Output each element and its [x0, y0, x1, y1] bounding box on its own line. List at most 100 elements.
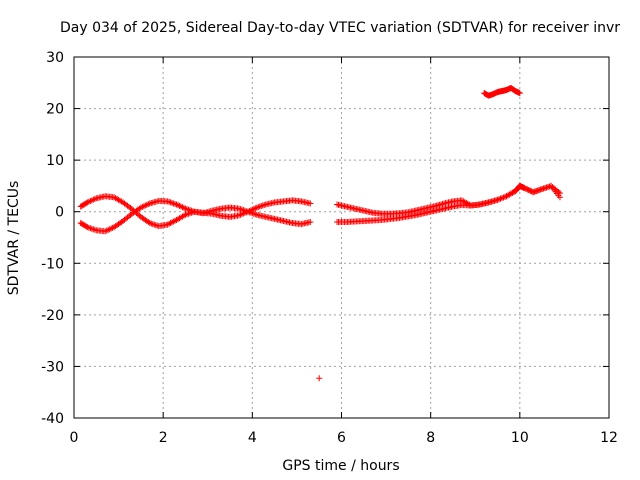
track-b-point [176, 202, 183, 209]
track-b-point [182, 205, 189, 212]
track-b-point [235, 205, 242, 212]
track-b-point [90, 226, 97, 233]
track-b-point [172, 200, 179, 207]
x-axis-label: GPS time / hours [282, 458, 399, 474]
track-d-point [542, 184, 549, 191]
track-d-point [527, 187, 534, 194]
track-d-point [545, 183, 552, 190]
track-b-point [249, 210, 256, 217]
x-tick-label: 8 [426, 430, 435, 446]
track-b-point [166, 198, 173, 205]
y-tick-label: 20 [46, 102, 64, 118]
track-a-point [85, 198, 92, 205]
cluster-top-point [516, 90, 523, 97]
y-tick-label: -30 [41, 359, 64, 375]
track-b-point [238, 206, 245, 213]
track-d-point [531, 188, 538, 195]
track-b-point [84, 224, 91, 231]
axis-ticks: 0 2 4 6 8 10 12 -40 -30 -20 -10 0 10 20 30 [41, 50, 618, 446]
track-b-point [167, 199, 174, 206]
x-tick-label: 10 [511, 430, 529, 446]
track-b-point [189, 208, 196, 215]
track-a-point [255, 204, 262, 211]
track-b-point [244, 208, 251, 215]
track-b-point [180, 204, 187, 211]
track-b-point [188, 207, 195, 214]
track-a-point [83, 200, 90, 207]
track-b-point [88, 225, 95, 232]
track-b-point [237, 206, 244, 213]
track-b-point [178, 203, 184, 210]
data-points [77, 84, 563, 382]
track-a-point [237, 211, 244, 218]
track-a-point [151, 221, 158, 228]
track-b-point [170, 200, 177, 207]
track-b-point [103, 227, 110, 234]
track-b-point [137, 204, 144, 211]
x-tick-label: 6 [337, 430, 346, 446]
track-a-point [146, 220, 153, 227]
outlier-point [316, 375, 323, 382]
x-tick-label: 12 [600, 430, 618, 446]
track-b-point [179, 204, 186, 211]
track-d-point [530, 189, 537, 196]
track-d-point [494, 196, 501, 203]
track-b-point [173, 201, 180, 208]
track-d-point [525, 187, 532, 194]
track-b-point [186, 207, 193, 214]
track-b-point [250, 210, 257, 217]
track-a-point [252, 205, 259, 212]
track-b-point [241, 207, 248, 214]
grid-lines [74, 57, 609, 418]
track-a-point [253, 204, 260, 211]
x-tick-label: 4 [248, 430, 257, 446]
y-tick-label: 30 [46, 50, 64, 66]
track-b-point [247, 209, 254, 216]
track-b-point [246, 209, 253, 216]
track-b-point [102, 228, 109, 235]
track-b-point [240, 207, 247, 214]
track-d-point [536, 187, 543, 194]
track-b-point [145, 201, 152, 208]
track-a-point [307, 200, 314, 207]
track-d-point [499, 195, 505, 202]
track-b-point [91, 226, 98, 233]
track-d-point [534, 187, 541, 194]
track-a-point [148, 220, 155, 227]
track-d-point [540, 185, 547, 192]
track-b-point [175, 202, 182, 209]
track-a-point [183, 211, 190, 218]
track-b-point [252, 211, 259, 218]
track-a-point [261, 202, 268, 209]
x-tick-label: 2 [159, 430, 168, 446]
track-b-point [83, 223, 90, 230]
y-tick-label: -20 [41, 308, 64, 324]
track-d-point [500, 194, 507, 201]
track-b-point [164, 198, 171, 205]
track-b-point [143, 201, 150, 208]
track-d-point [546, 183, 553, 190]
track-b-point [105, 226, 112, 233]
track-b-point [183, 206, 190, 213]
track-a-point [90, 196, 97, 203]
track-a-point [259, 202, 266, 209]
y-axis-label: SDTVAR / TECUs [6, 181, 22, 296]
track-b-point [142, 202, 149, 209]
track-d-point [497, 195, 504, 202]
track-d-point [537, 186, 544, 193]
track-a-point [180, 212, 187, 219]
track-a-point [87, 198, 94, 205]
track-a-point [152, 222, 159, 229]
y-tick-label: -10 [41, 256, 64, 272]
track-d-point [501, 193, 508, 200]
track-d-point [496, 196, 503, 203]
track-b-point [185, 206, 192, 213]
track-d-point [521, 184, 528, 191]
track-a-point [88, 197, 95, 204]
y-tick-label: 0 [55, 205, 64, 221]
y-tick-label: -40 [41, 411, 64, 427]
chart-title: Day 034 of 2025, Sidereal Day-to-day VTE… [60, 20, 620, 36]
track-b-point [106, 226, 113, 233]
track-a-point [258, 203, 265, 210]
